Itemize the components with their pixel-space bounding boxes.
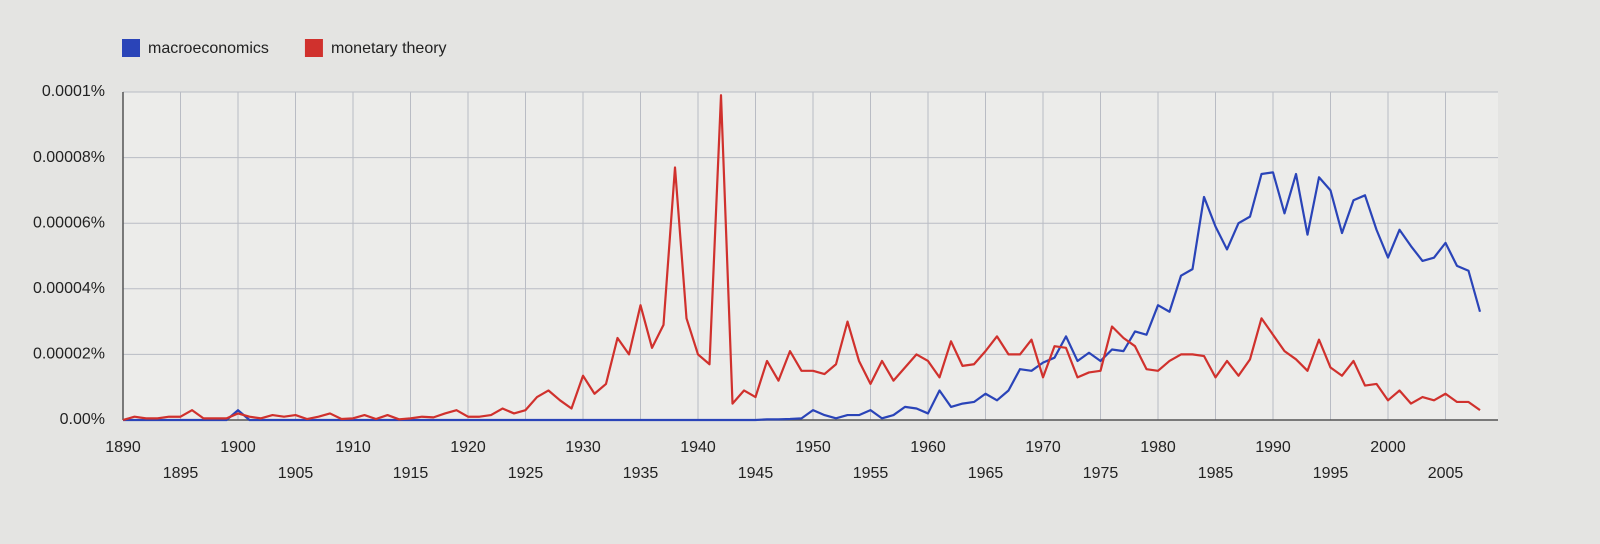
x-tick-label: 2005 bbox=[1428, 465, 1464, 482]
x-tick-label: 1980 bbox=[1140, 439, 1176, 456]
x-tick-label: 1895 bbox=[163, 465, 199, 482]
x-tick-label: 1955 bbox=[853, 465, 889, 482]
x-tick-label: 1910 bbox=[335, 439, 371, 456]
x-tick-label: 1985 bbox=[1198, 465, 1234, 482]
legend-swatch[interactable] bbox=[122, 39, 140, 57]
x-tick-label: 1975 bbox=[1083, 465, 1119, 482]
x-tick-label: 1995 bbox=[1313, 465, 1349, 482]
y-tick-label: 0.0001% bbox=[42, 83, 105, 100]
y-tick-label: 0.00% bbox=[60, 411, 105, 428]
x-tick-label: 1920 bbox=[450, 439, 486, 456]
x-tick-label: 1990 bbox=[1255, 439, 1291, 456]
plot-area bbox=[123, 92, 1498, 420]
y-tick-label: 0.00006% bbox=[33, 214, 105, 231]
series-line bbox=[123, 171, 1482, 422]
y-tick-label: 0.00002% bbox=[33, 346, 105, 363]
legend-swatch[interactable] bbox=[304, 39, 323, 57]
x-tick-label: 1965 bbox=[968, 465, 1004, 482]
x-tick-label: 1905 bbox=[278, 465, 314, 482]
y-tick-label: 0.00008% bbox=[33, 149, 105, 166]
x-tick-label: 1950 bbox=[795, 439, 831, 456]
x-tick-label: 1900 bbox=[220, 439, 256, 456]
x-tick-label: 1945 bbox=[738, 465, 774, 482]
x-tick-label: 1930 bbox=[565, 439, 601, 456]
y-tick-label: 0.00004% bbox=[33, 280, 105, 297]
series-line bbox=[122, 94, 1481, 422]
legend-label[interactable]: macroeconomics bbox=[148, 40, 269, 57]
x-tick-label: 1925 bbox=[508, 465, 544, 482]
x-tick-label: 1890 bbox=[105, 439, 141, 456]
x-tick-label: 1970 bbox=[1025, 439, 1061, 456]
x-tick-label: 1940 bbox=[680, 439, 716, 456]
x-tick-label: 2000 bbox=[1370, 439, 1406, 456]
x-tick-label: 1960 bbox=[910, 439, 946, 456]
legend-label[interactable]: monetary theory bbox=[331, 40, 447, 57]
x-tick-label: 1915 bbox=[393, 465, 429, 482]
x-tick-label: 1935 bbox=[623, 465, 659, 482]
